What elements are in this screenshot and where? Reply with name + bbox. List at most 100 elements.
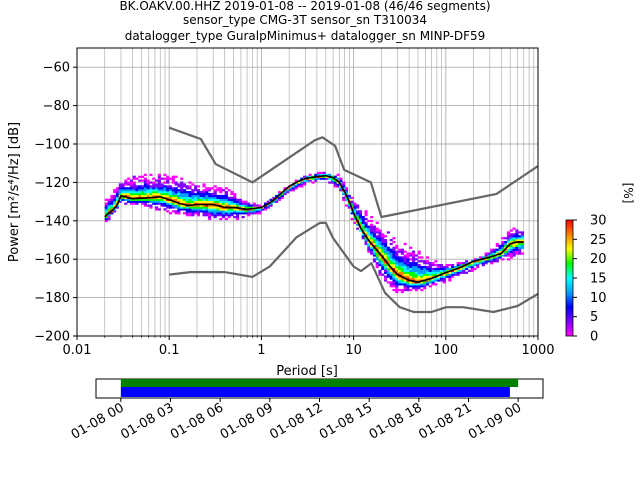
heatmap-cell bbox=[358, 210, 363, 213]
heatmap-cell bbox=[411, 277, 416, 280]
heatmap-cell bbox=[233, 196, 237, 200]
heatmap-cell bbox=[168, 189, 173, 192]
heatmap-cell bbox=[395, 269, 399, 272]
heatmap-cell bbox=[364, 240, 368, 244]
timeline-tick-label: 01-08 09 bbox=[218, 400, 276, 442]
heatmap-cell bbox=[439, 265, 444, 269]
heatmap-cell bbox=[199, 202, 203, 205]
heatmap-cell bbox=[398, 262, 402, 265]
heatmap-cell bbox=[434, 260, 438, 263]
heatmap-cell bbox=[107, 210, 111, 213]
heatmap-cell bbox=[149, 189, 153, 192]
heatmap-cell bbox=[364, 239, 368, 242]
heatmap-cell bbox=[143, 192, 147, 196]
x-axis-ticks: 0.01 0.1 1 10 100 1000 bbox=[63, 336, 555, 358]
heatmap-cell bbox=[339, 177, 343, 180]
heatmap-cell bbox=[118, 183, 122, 186]
heatmap-cell bbox=[113, 196, 117, 200]
heatmap-cell bbox=[135, 200, 139, 203]
heatmap-cell bbox=[492, 248, 497, 251]
heatmap-cell bbox=[358, 221, 363, 224]
heatmap-cell bbox=[182, 206, 187, 209]
heatmap-cell bbox=[515, 239, 519, 242]
heatmap-cell bbox=[350, 204, 354, 207]
heatmap-cell bbox=[420, 277, 424, 280]
heatmap-cell bbox=[317, 173, 321, 176]
median-line bbox=[104, 174, 524, 283]
heatmap-cell bbox=[188, 200, 192, 203]
heatmap-cell bbox=[152, 194, 156, 198]
heatmap-cell bbox=[180, 191, 184, 194]
heatmap-cell bbox=[504, 254, 508, 257]
heatmap-cell bbox=[395, 258, 399, 261]
heatmap-cell bbox=[381, 233, 385, 236]
heatmap-cell bbox=[127, 183, 131, 186]
heatmap-cell bbox=[174, 210, 178, 213]
heatmap-cell bbox=[367, 235, 371, 238]
heatmap-cell bbox=[515, 231, 519, 234]
heatmap-cell bbox=[115, 187, 120, 190]
heatmap-cell bbox=[423, 273, 427, 276]
heatmap-cell bbox=[110, 202, 114, 205]
heatmap-cell bbox=[188, 202, 192, 205]
heatmap-cell bbox=[445, 273, 449, 276]
heatmap-cell bbox=[180, 206, 184, 209]
heatmap-cell bbox=[168, 177, 173, 180]
heatmap-cell bbox=[166, 179, 170, 182]
heatmap-cell bbox=[403, 269, 407, 272]
heatmap-cell bbox=[378, 264, 382, 267]
heatmap-cell bbox=[219, 191, 223, 194]
heatmap-cell bbox=[308, 177, 312, 180]
heatmap-cell bbox=[347, 206, 351, 209]
heatmap-cell bbox=[512, 242, 516, 246]
heatmap-cell bbox=[199, 200, 203, 203]
heatmap-cell bbox=[406, 281, 410, 284]
heatmap-cell bbox=[194, 198, 198, 201]
heatmap-cell bbox=[434, 267, 438, 271]
heatmap-cell bbox=[213, 194, 217, 198]
heatmap-cell bbox=[124, 194, 128, 198]
heatmap-cell bbox=[219, 208, 223, 211]
heatmap-cell bbox=[163, 181, 167, 184]
data-availability-bar bbox=[120, 379, 519, 387]
heatmap-cell bbox=[166, 194, 170, 198]
chart-title: BK.OAKV.00.HHZ 2019-01-08 -- 2019-01-08 … bbox=[119, 0, 490, 43]
heatmap-cell bbox=[384, 271, 388, 274]
heatmap-cell bbox=[400, 250, 404, 253]
heatmap-cell bbox=[146, 183, 150, 186]
heatmap-cell bbox=[411, 262, 416, 265]
heatmap-cell bbox=[520, 235, 525, 238]
heatmap-cell bbox=[506, 233, 511, 236]
heatmap-cell bbox=[372, 252, 376, 255]
heatmap-cell bbox=[194, 189, 198, 192]
heatmap-cell bbox=[210, 204, 214, 207]
heatmap-cell bbox=[208, 194, 212, 198]
heatmap-cell bbox=[177, 192, 181, 196]
heatmap-cell bbox=[132, 181, 136, 184]
heatmap-cell bbox=[182, 200, 187, 203]
heatmap-cell bbox=[370, 229, 374, 232]
heatmap-cell bbox=[417, 275, 421, 278]
heatmap-cell bbox=[182, 192, 187, 196]
heatmap-cell bbox=[442, 269, 446, 272]
heatmap-cell bbox=[501, 240, 505, 244]
heatmap-cell bbox=[244, 212, 248, 215]
heatmap-cell bbox=[361, 216, 365, 219]
heatmap-cell bbox=[155, 194, 159, 198]
heatmap-cell bbox=[353, 210, 357, 213]
heatmap-cell bbox=[495, 244, 499, 248]
heatmap-cell bbox=[194, 185, 198, 188]
heatmap-cell bbox=[375, 242, 379, 246]
heatmap-cell bbox=[177, 194, 181, 198]
heatmap-cell bbox=[224, 210, 228, 213]
heatmap-cell bbox=[185, 208, 189, 211]
heatmap-cell bbox=[263, 208, 268, 211]
heatmap-cell bbox=[185, 196, 189, 200]
heatmap-cell bbox=[146, 200, 150, 203]
heatmap-cell bbox=[113, 208, 117, 211]
heatmap-cell bbox=[386, 252, 390, 255]
heatmap-cell bbox=[199, 198, 203, 201]
heatmap-cell bbox=[121, 187, 125, 190]
heatmap-cell bbox=[146, 198, 150, 201]
heatmap-cell bbox=[258, 210, 262, 213]
